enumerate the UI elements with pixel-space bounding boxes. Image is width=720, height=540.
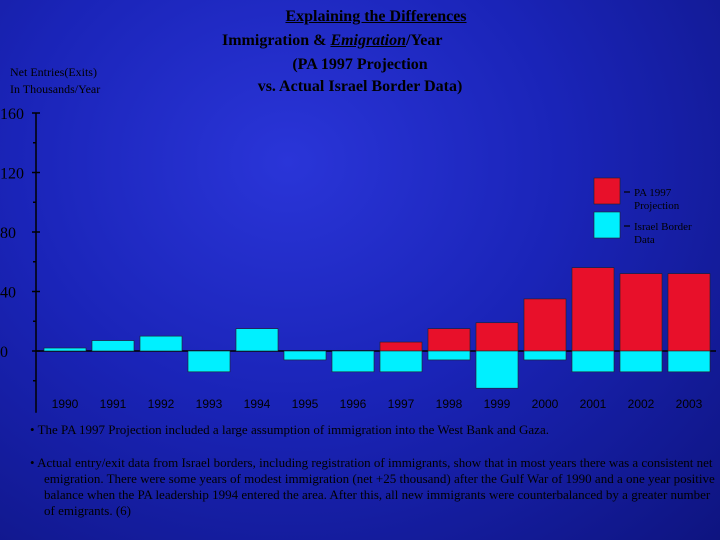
x-tick-label-1998: 1998 [436,397,463,411]
legend-label-1: Israel Border [634,221,692,233]
legend-swatch-1 [593,211,621,239]
x-tick-label-1999: 1999 [484,397,511,411]
bar-projection-2000 [523,298,567,352]
bar-border-data-1999 [475,350,519,389]
x-tick-label-2000: 2000 [532,397,559,411]
bar-projection-1997 [379,341,423,352]
legend-label-1-line2: Data [634,234,655,246]
note-border-data: • Actual entry/exit data from Israel bor… [30,455,715,518]
bar-border-data-2001 [571,350,615,373]
x-tick-label-1994: 1994 [244,397,271,411]
title-emphasis: Emigration [330,32,407,49]
x-tick-label-2001: 2001 [580,397,607,411]
y-tick-label: 40 [0,285,16,302]
title-prefix: Immigration & [222,32,331,49]
x-tick-label-1996: 1996 [340,397,367,411]
x-tick-label-2002: 2002 [628,397,655,411]
legend-label-0: PA 1997 [634,187,672,199]
y-tick-label: 80 [0,225,16,242]
subtitle-line1: (PA 1997 Projection [292,56,428,73]
bar-border-data-1994 [235,328,279,352]
chart-title-line2: Immigration & Emigration/Year [222,32,442,50]
title-suffix: /Year [406,32,443,49]
bar-border-data-1998 [427,350,471,361]
bar-border-data-1993 [187,350,231,373]
y-axis-label: Net Entries(Exits) In Thousands/Year [10,64,100,98]
y-axis-label-line2: In Thousands/Year [10,82,101,96]
bar-border-data-1996 [331,350,375,373]
bar-border-data-2002 [619,350,663,373]
bar-border-data-1995 [283,350,327,361]
bar-border-data-1997 [379,350,423,373]
chart-title-line1: Explaining the Differences [285,8,467,25]
bar-border-data-1992 [139,335,183,352]
y-tick-label: 120 [0,166,24,183]
bar-border-data-1991 [91,340,135,352]
x-tick-label-1992: 1992 [148,397,175,411]
bar-border-data-2000 [523,350,567,361]
x-tick-label-1990: 1990 [52,397,79,411]
bar-border-data-2003 [667,350,711,373]
y-tick-label: 160 [0,106,24,123]
bar-projection-2001 [571,267,615,352]
legend-swatch-0 [593,177,621,205]
bar-projection-1998 [427,328,471,352]
subtitle-line2: vs. Actual Israel Border Data) [257,78,463,95]
y-axis-label-line1: Net Entries(Exits) [10,65,97,79]
x-tick-label-1993: 1993 [196,397,223,411]
x-tick-label-2003: 2003 [676,397,703,411]
legend-label-0-line2: Projection [634,200,680,212]
bar-projection-2003 [667,273,711,352]
note-projection: • The PA 1997 Projection included a larg… [30,422,549,437]
bar-projection-2002 [619,273,663,352]
chart-subtitle: (PA 1997 Projection vs. Actual Israel Bo… [240,54,480,98]
bar-projection-1999 [475,322,519,352]
x-tick-label-1991: 1991 [100,397,127,411]
bar-border-data-1990 [43,347,87,352]
y-tick-label: 0 [0,344,8,361]
x-tick-label-1997: 1997 [388,397,415,411]
x-tick-label-1995: 1995 [292,397,319,411]
